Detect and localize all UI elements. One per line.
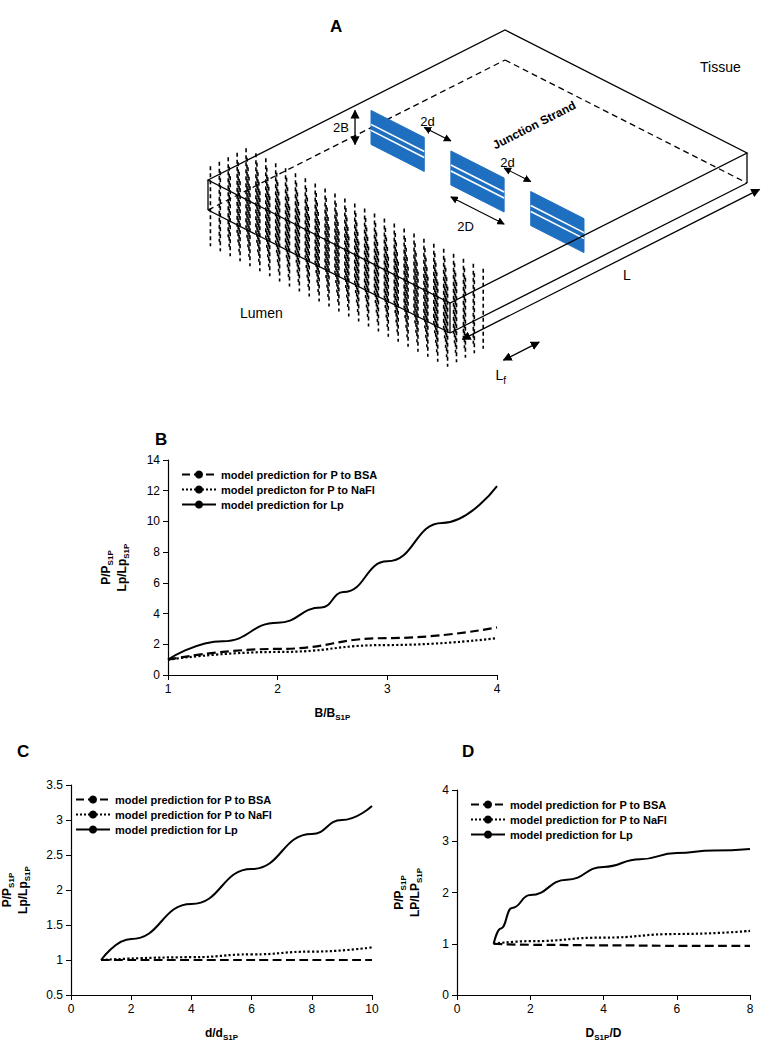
svg-text:LP/LP: LP/LP (408, 883, 422, 917)
svg-text:S1P: S1P (594, 1033, 610, 1042)
svg-text:2: 2 (56, 883, 63, 897)
svg-text:model prediction for P to BSA: model prediction for P to BSA (510, 799, 666, 811)
svg-text:4: 4 (442, 783, 449, 797)
svg-text:2d: 2d (420, 114, 434, 129)
svg-text:2: 2 (442, 886, 449, 900)
svg-text:2: 2 (153, 637, 160, 651)
svg-text:Lp/Lp: Lp/Lp (16, 881, 30, 914)
svg-text:10: 10 (147, 514, 161, 528)
svg-text:S1P: S1P (335, 713, 351, 722)
svg-text:3: 3 (384, 682, 391, 696)
svg-text:model prediction for P to BSA: model prediction for P to BSA (221, 469, 377, 481)
svg-text:1: 1 (442, 937, 449, 951)
svg-text:S1P: S1P (122, 543, 131, 559)
svg-text:S1P: S1P (223, 1033, 239, 1042)
svg-text:S1P: S1P (415, 867, 424, 883)
svg-text:0: 0 (68, 1002, 75, 1016)
svg-text:model prediction for P to NaFl: model prediction for P to NaFl (510, 814, 667, 826)
svg-text:1: 1 (56, 953, 63, 967)
svg-text:2.5: 2.5 (46, 848, 63, 862)
svg-text:model prediction for Lp: model prediction for Lp (510, 829, 633, 841)
svg-text:1.5: 1.5 (46, 918, 63, 932)
svg-text:model prediction for P to NaFl: model prediction for P to NaFl (115, 809, 272, 821)
svg-text:2: 2 (128, 1002, 135, 1016)
svg-text:B/B: B/B (315, 706, 336, 720)
svg-text:2d: 2d (500, 155, 514, 170)
svg-text:2D: 2D (457, 219, 474, 234)
svg-text:Lp/Lp: Lp/Lp (115, 559, 129, 592)
svg-text:S1P: S1P (106, 550, 115, 566)
svg-text:2: 2 (527, 1002, 534, 1016)
svg-text:L: L (623, 267, 631, 283)
svg-text:S1P: S1P (23, 865, 32, 881)
svg-text:0: 0 (454, 1002, 461, 1016)
svg-text:8: 8 (308, 1002, 315, 1016)
svg-text:P/P: P/P (392, 890, 406, 909)
svg-text:B: B (155, 430, 167, 449)
svg-text:model prediction for Lp: model prediction for Lp (115, 824, 238, 836)
svg-text:P/P: P/P (99, 565, 113, 584)
svg-text:Junction Strand: Junction Strand (490, 98, 578, 152)
svg-text:model prediction for Lp: model prediction for Lp (221, 499, 344, 511)
svg-text:6: 6 (153, 576, 160, 590)
svg-text:3: 3 (56, 813, 63, 827)
svg-text:1: 1 (165, 682, 172, 696)
svg-text:C: C (17, 742, 29, 761)
svg-text:0: 0 (442, 988, 449, 1002)
svg-text:14: 14 (147, 453, 161, 467)
svg-text:S1P: S1P (399, 875, 408, 891)
svg-text:3: 3 (442, 834, 449, 848)
svg-text:/D: /D (609, 1026, 621, 1040)
svg-text:8: 8 (747, 1002, 754, 1016)
svg-text:8: 8 (153, 545, 160, 559)
svg-text:Lf: Lf (495, 367, 506, 386)
svg-text:D: D (462, 742, 474, 761)
svg-text:4: 4 (188, 1002, 195, 1016)
svg-text:0.5: 0.5 (46, 988, 63, 1002)
svg-text:4: 4 (153, 607, 160, 621)
svg-text:A: A (330, 17, 342, 36)
svg-text:S1P: S1P (7, 872, 16, 888)
svg-text:D: D (586, 1026, 595, 1040)
svg-text:model prediction for P to BSA: model prediction for P to BSA (115, 794, 271, 806)
svg-text:P/P: P/P (0, 888, 14, 907)
svg-text:4: 4 (600, 1002, 607, 1016)
svg-text:4: 4 (494, 682, 501, 696)
svg-text:Lumen: Lumen (240, 305, 283, 321)
svg-text:3.5: 3.5 (46, 778, 63, 792)
svg-text:10: 10 (365, 1002, 379, 1016)
svg-text:model predicton for P to NaFl: model predicton for P to NaFl (221, 484, 375, 496)
svg-text:0: 0 (153, 668, 160, 682)
svg-text:2: 2 (274, 682, 281, 696)
svg-text:d/d: d/d (205, 1026, 223, 1040)
svg-text:6: 6 (248, 1002, 255, 1016)
svg-text:6: 6 (673, 1002, 680, 1016)
svg-text:2B: 2B (333, 120, 349, 135)
svg-text:12: 12 (147, 484, 161, 498)
svg-text:Tissue: Tissue (700, 59, 741, 75)
